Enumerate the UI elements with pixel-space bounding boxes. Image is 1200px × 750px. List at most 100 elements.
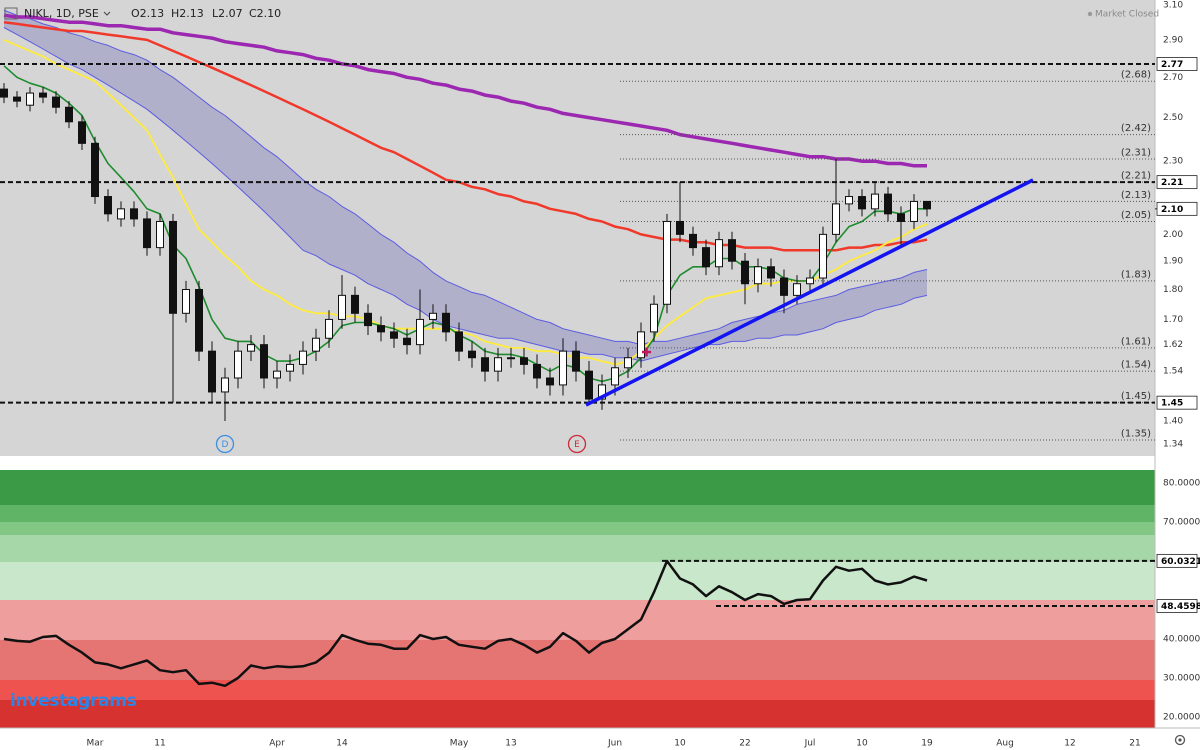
candle-body (494, 357, 502, 372)
osc-level-label: 48.4598 (1161, 602, 1200, 612)
candle-body (299, 350, 307, 365)
moving-average (3, 13, 927, 168)
x-tick-label: Mar (87, 739, 104, 749)
osc-tick-label: 30.0000 (1163, 674, 1200, 684)
oscillator-line (3, 559, 928, 688)
candle-body (624, 357, 632, 369)
pane-separator (0, 456, 1200, 470)
candle-body (910, 200, 918, 222)
y-tick-label: 2.00 (1163, 230, 1183, 240)
moving-average (3, 39, 928, 366)
oscillator-zones (0, 470, 1155, 728)
candle-body (182, 289, 190, 314)
candle-body (767, 266, 775, 279)
osc-tick-label: 70.0000 (1163, 517, 1200, 527)
market-status: Market Closed (1095, 10, 1159, 20)
x-tick-label: Jun (607, 739, 622, 749)
moving-average (3, 20, 928, 252)
zone (0, 600, 1155, 640)
candle-body (676, 220, 684, 235)
osc-tick-label: 40.0000 (1163, 634, 1200, 644)
fib-label: (2.21) (1121, 171, 1151, 182)
candle-body (247, 344, 255, 352)
candle-body (663, 220, 671, 305)
symbol-dropdown[interactable] (103, 11, 111, 16)
candle-body (650, 303, 658, 333)
x-tick-label: 10 (674, 739, 686, 749)
candle-body (52, 96, 60, 108)
zone (0, 505, 1155, 522)
candle-body (689, 233, 697, 249)
y-tick-label: 1.54 (1163, 367, 1183, 377)
symbol[interactable]: NIKL, 1D, PSE (24, 7, 99, 20)
candle-body (338, 294, 346, 320)
x-tick-label: 10 (856, 739, 868, 749)
candle-body (325, 318, 333, 339)
candle-body (195, 289, 203, 352)
osc-level-label-box (1156, 553, 1198, 568)
osc-tick-label: 80.0000 (1163, 478, 1200, 488)
ohlc-low: L2.07 (212, 7, 243, 20)
candle-body (390, 331, 398, 339)
candle-body (104, 196, 112, 215)
x-tick-label: Aug (996, 739, 1014, 749)
y-tick-label: 1.34 (1163, 439, 1183, 449)
candle-body (793, 283, 801, 296)
x-tick-label: 12 (1064, 739, 1075, 749)
candle-body (741, 260, 749, 285)
osc-level-label: 60.0321 (1161, 557, 1200, 567)
candle-body (442, 312, 450, 333)
bottom-axis-bg (0, 728, 1200, 750)
candle-body (13, 96, 21, 102)
y-tick-label: 2.30 (1163, 157, 1183, 167)
candles (0, 83, 931, 422)
candle-body (26, 92, 34, 106)
candle-body (156, 220, 164, 249)
price-level-label: 2.21 (1161, 178, 1183, 188)
marker-circle (567, 434, 587, 454)
ohlc-close: C2.10 (249, 7, 281, 20)
candle-body (143, 218, 151, 249)
gear-hub[interactable] (1178, 738, 1182, 742)
zone (0, 522, 1155, 535)
y-tick-label: 1.90 (1163, 257, 1183, 267)
candle-body (286, 363, 294, 372)
band-fill (4, 10, 927, 362)
symbol-icon[interactable] (4, 7, 18, 20)
y-tick-label: 2.50 (1163, 113, 1183, 123)
fib-label: (2.31) (1121, 147, 1151, 158)
oscillator (3, 559, 1155, 688)
candle-body (39, 92, 47, 98)
candle-body (884, 193, 892, 215)
zone (0, 680, 1155, 700)
fib-label: (1.83) (1121, 269, 1151, 280)
candle-body (65, 106, 73, 123)
watermark: investagrams (10, 691, 137, 711)
candle-body (637, 331, 645, 359)
y-tick-label: 3.10 (1163, 1, 1183, 11)
x-tick-label: 11 (154, 739, 165, 749)
candle-body (208, 350, 216, 393)
candle-body (819, 233, 827, 279)
y-tick-label: 2.90 (1163, 35, 1183, 45)
candle-body (78, 121, 86, 144)
candle-body (507, 357, 515, 360)
candle-body (598, 384, 606, 400)
candle-body (377, 325, 385, 333)
candle-body (481, 357, 489, 372)
fib-label: (2.05) (1121, 210, 1151, 221)
marker-circle (215, 434, 235, 454)
x-tick-label: Jul (804, 739, 816, 749)
gear[interactable] (1174, 734, 1186, 746)
right-axis-bg (1155, 0, 1200, 728)
candle-body (806, 277, 814, 285)
candle-body (572, 350, 580, 372)
fib-label: (2.68) (1121, 70, 1151, 81)
candle-body (364, 312, 372, 327)
x-tick-label: Apr (269, 739, 285, 749)
settings-icon[interactable] (1174, 734, 1186, 746)
candle-body (780, 277, 788, 296)
price-pane-bg (0, 0, 1155, 456)
candle-body (429, 312, 437, 320)
fib-label: (2.13) (1121, 190, 1151, 201)
